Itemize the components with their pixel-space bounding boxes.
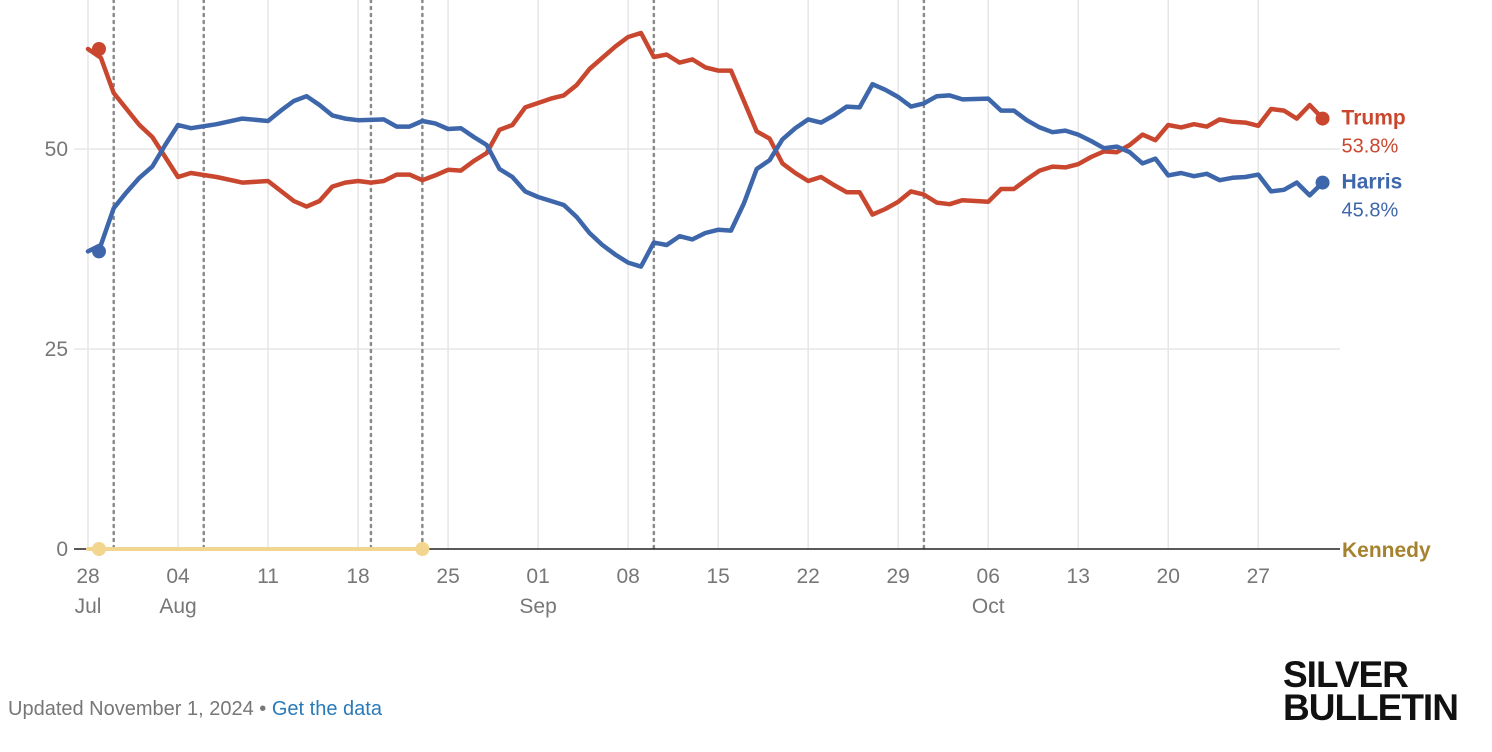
x-tick-label: 22: [796, 565, 819, 588]
x-tick-label: 01: [526, 565, 549, 588]
x-tick-label: 27: [1247, 565, 1270, 588]
x-tick-label: 15: [706, 565, 729, 588]
kennedy-end-marker: [415, 542, 430, 556]
harris-name-label: Harris: [1342, 171, 1403, 194]
y-tick-label: 50: [45, 138, 68, 161]
x-axis-labels: 28 Jul 04 Aug 11 18 25 01 Sep 08 15 22 29 06 Oct 13 20 27: [75, 565, 1270, 618]
trump-value-label: 53.8%: [1342, 136, 1399, 158]
series-end-labels: Trump 53.8% Harris 45.8% Kennedy: [1342, 107, 1431, 562]
x-tick-label: 25: [436, 565, 459, 588]
footer-separator: •: [259, 698, 267, 720]
x-tick-label: 20: [1157, 565, 1180, 588]
grid-lines: [74, 0, 1340, 549]
harris-start-marker: [92, 244, 106, 259]
x-tick-month-label: Sep: [519, 595, 556, 618]
x-tick-label: 13: [1067, 565, 1090, 588]
x-tick-label: 29: [887, 565, 910, 588]
footer: Updated November 1, 2024 • Get the data: [8, 698, 382, 721]
x-tick-label: 28: [76, 565, 99, 588]
trump-start-marker: [92, 42, 106, 56]
x-tick-label: 18: [346, 565, 369, 588]
silver-bulletin-logo: SILVER BULLETIN: [1283, 654, 1459, 728]
y-tick-label: 0: [56, 538, 68, 561]
logo-line-1: SILVER: [1283, 654, 1409, 695]
logo-line-2: BULLETIN: [1283, 687, 1459, 728]
x-tick-label: 04: [166, 565, 190, 588]
x-tick-label: 08: [616, 565, 639, 588]
updated-text: Updated November 1, 2024: [8, 698, 254, 720]
trump-end-marker: [1315, 111, 1330, 126]
y-tick-label: 25: [45, 338, 68, 361]
x-tick-label: 06: [977, 565, 1000, 588]
harris-value-label: 45.8%: [1342, 200, 1399, 222]
y-axis-labels: 0 25 50: [45, 138, 68, 561]
series-markers: [92, 42, 1330, 556]
x-tick-month-label: Aug: [159, 595, 196, 618]
series-lines: [85, 30, 1325, 551]
kennedy-start-marker: [92, 542, 106, 556]
harris-line: [85, 81, 1325, 269]
trump-line: [85, 30, 1325, 217]
x-tick-month-label: Jul: [75, 595, 102, 618]
x-tick-month-label: Oct: [972, 595, 1005, 618]
harris-end-marker: [1315, 175, 1330, 190]
get-data-link[interactable]: Get the data: [271, 698, 382, 720]
kennedy-name-label: Kennedy: [1342, 539, 1431, 562]
x-tick-label: 11: [257, 565, 279, 588]
event-markers: [112, 0, 926, 551]
trump-name-label: Trump: [1342, 107, 1406, 130]
